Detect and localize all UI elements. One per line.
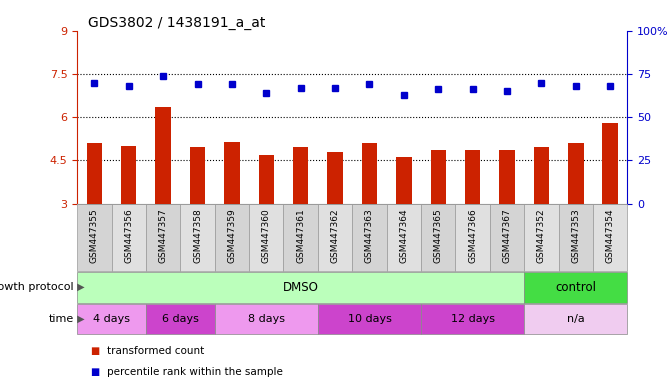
Text: percentile rank within the sample: percentile rank within the sample xyxy=(107,367,283,377)
Text: 4 days: 4 days xyxy=(93,314,130,324)
Text: GSM447360: GSM447360 xyxy=(262,209,271,263)
Text: 8 days: 8 days xyxy=(248,314,285,324)
Text: GSM447366: GSM447366 xyxy=(468,209,477,263)
Text: GSM447362: GSM447362 xyxy=(331,209,340,263)
Bar xyxy=(249,204,283,271)
Text: GSM447367: GSM447367 xyxy=(503,209,511,263)
Text: ■: ■ xyxy=(91,346,100,356)
Bar xyxy=(603,123,618,204)
Bar xyxy=(215,204,249,271)
Bar xyxy=(386,204,421,271)
Bar xyxy=(318,204,352,271)
Bar xyxy=(77,304,146,334)
Bar xyxy=(87,143,102,204)
Text: GSM447354: GSM447354 xyxy=(606,209,615,263)
Bar xyxy=(568,143,584,204)
Text: ■: ■ xyxy=(91,367,100,377)
Bar xyxy=(499,150,515,204)
Bar xyxy=(224,142,240,204)
Text: GSM447364: GSM447364 xyxy=(399,209,409,263)
Text: GSM447355: GSM447355 xyxy=(90,209,99,263)
Bar xyxy=(190,147,205,204)
Text: 10 days: 10 days xyxy=(348,314,391,324)
Bar xyxy=(456,204,490,271)
Bar xyxy=(362,143,377,204)
Text: n/a: n/a xyxy=(567,314,584,324)
Bar xyxy=(156,107,171,204)
Bar xyxy=(121,146,136,204)
Bar xyxy=(293,147,309,204)
Bar xyxy=(431,150,446,204)
Text: control: control xyxy=(556,281,597,294)
Bar xyxy=(490,204,524,271)
Text: GSM447359: GSM447359 xyxy=(227,209,236,263)
Text: 12 days: 12 days xyxy=(451,314,495,324)
Text: ▶: ▶ xyxy=(74,282,85,292)
Bar xyxy=(352,204,386,271)
Bar xyxy=(559,204,593,271)
Text: transformed count: transformed count xyxy=(107,346,205,356)
Text: GSM447365: GSM447365 xyxy=(433,209,443,263)
Bar xyxy=(77,272,524,303)
Text: GSM447361: GSM447361 xyxy=(296,209,305,263)
Text: ▶: ▶ xyxy=(74,314,85,324)
Bar xyxy=(180,204,215,271)
Bar xyxy=(258,154,274,204)
Text: growth protocol: growth protocol xyxy=(0,282,74,292)
Text: GSM447356: GSM447356 xyxy=(124,209,134,263)
Bar xyxy=(111,204,146,271)
Text: DMSO: DMSO xyxy=(282,281,319,294)
Bar xyxy=(215,304,318,334)
Text: GSM447353: GSM447353 xyxy=(571,209,580,263)
Bar xyxy=(421,204,456,271)
Text: GSM447357: GSM447357 xyxy=(158,209,168,263)
Bar xyxy=(283,204,318,271)
Text: GSM447363: GSM447363 xyxy=(365,209,374,263)
Bar xyxy=(327,152,343,204)
Text: 6 days: 6 days xyxy=(162,314,199,324)
Bar xyxy=(524,304,627,334)
Bar xyxy=(421,304,524,334)
Bar xyxy=(465,150,480,204)
Text: time: time xyxy=(48,314,74,324)
Text: GSM447358: GSM447358 xyxy=(193,209,202,263)
Bar xyxy=(524,204,558,271)
Bar xyxy=(524,272,627,303)
Bar xyxy=(318,304,421,334)
Bar xyxy=(593,204,627,271)
Bar xyxy=(77,204,111,271)
Text: GSM447352: GSM447352 xyxy=(537,209,546,263)
Bar xyxy=(396,157,411,204)
Bar xyxy=(146,304,215,334)
Bar xyxy=(146,204,180,271)
Bar xyxy=(533,147,549,204)
Text: GDS3802 / 1438191_a_at: GDS3802 / 1438191_a_at xyxy=(88,16,266,30)
